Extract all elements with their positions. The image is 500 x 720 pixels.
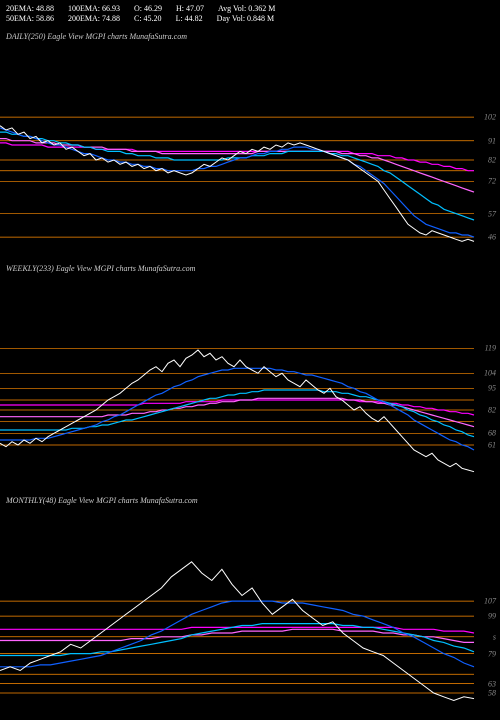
ema100-line — [0, 629, 474, 642]
y-axis-label: s — [493, 632, 496, 641]
ema50-line — [0, 390, 474, 437]
header-stat: 50EMA: 58.86 — [6, 14, 54, 24]
y-axis-label: 102 — [484, 113, 496, 122]
indicator-header: 20EMA: 48.88 100EMA: 66.93 O: 46.29 H: 47.0… — [6, 4, 494, 24]
header-stat: C: 45.20 — [134, 14, 162, 24]
header-stat: 200EMA: 74.88 — [68, 14, 120, 24]
header-stat: Avg Vol: 0.362 M — [218, 4, 275, 14]
monthly-chart-title: MONTHLY(48) Eagle View MGPI charts Munaf… — [6, 496, 198, 505]
ema50-line — [0, 132, 474, 220]
header-stat: 20EMA: 48.88 — [6, 4, 54, 14]
y-axis-label: 91 — [488, 136, 496, 145]
daily-chart: 102 91 82 72 57 46 — [0, 100, 500, 250]
header-stat: Day Vol: 0.848 M — [217, 14, 275, 24]
y-axis-label: 63 — [488, 679, 496, 688]
y-axis-label: 104 — [484, 369, 496, 378]
weekly-chart: 119 104 95 82 68 61 — [0, 330, 500, 480]
y-axis-label: 99 — [488, 612, 496, 621]
price-line — [0, 562, 474, 701]
y-axis-label: 107 — [484, 597, 496, 606]
weekly-chart-title: WEEKLY(233) Eagle View MGPI charts Munaf… — [6, 264, 195, 273]
y-axis-label: 72 — [488, 177, 496, 186]
y-axis-label: 68 — [488, 429, 496, 438]
header-row-2: 50EMA: 58.86 200EMA: 74.88 C: 45.20 L: 44.8… — [6, 14, 494, 24]
header-stat: 100EMA: 66.93 — [68, 4, 120, 14]
y-axis-label: 82 — [488, 156, 496, 165]
daily-chart-title: DAILY(250) Eagle View MGPI charts Munafa… — [6, 32, 187, 41]
y-axis-label: 61 — [488, 441, 496, 450]
y-axis-label: 119 — [485, 344, 496, 353]
header-stat: L: 44.82 — [176, 14, 203, 24]
header-stat: O: 46.29 — [134, 4, 162, 14]
y-axis-label: 58 — [488, 689, 496, 698]
y-axis-label: 46 — [488, 233, 496, 242]
y-axis-label: 82 — [488, 406, 496, 415]
header-row-1: 20EMA: 48.88 100EMA: 66.93 O: 46.29 H: 47.0… — [6, 4, 494, 14]
price-line — [0, 126, 474, 242]
ema20-line — [0, 601, 474, 667]
header-stat: H: 47.07 — [176, 4, 204, 14]
monthly-chart: 107 99 s 79 6358 — [0, 558, 500, 708]
ema50-line — [0, 624, 474, 656]
y-axis-label: 57 — [488, 209, 496, 218]
y-axis-label: 95 — [488, 384, 496, 393]
y-axis-label: 79 — [488, 649, 496, 658]
